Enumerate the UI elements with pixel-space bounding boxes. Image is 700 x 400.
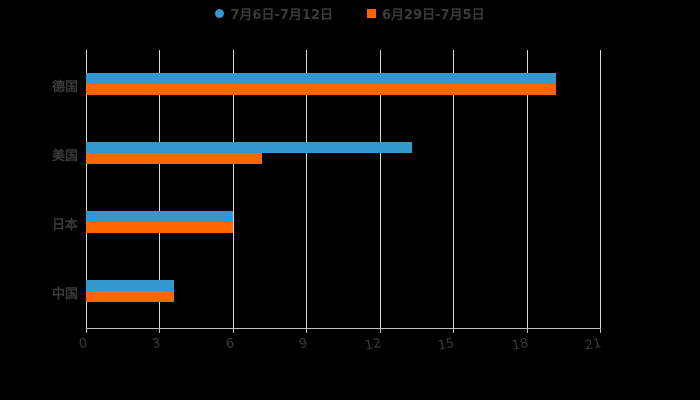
- legend-item-series-2[interactable]: 6月29日-7月5日: [367, 4, 485, 23]
- x-axis-line: [86, 328, 600, 329]
- x-tick-label: 9: [298, 336, 309, 353]
- bar[interactable]: [86, 73, 556, 84]
- x-tick: [232, 328, 234, 333]
- plot-area: [86, 50, 601, 328]
- category-label: 德国: [51, 80, 78, 95]
- x-tick-label: 18: [510, 336, 530, 354]
- gridline: [526, 50, 528, 328]
- gridline: [232, 50, 234, 328]
- bar[interactable]: [86, 280, 175, 291]
- x-tick: [86, 328, 87, 333]
- bar[interactable]: [86, 291, 175, 302]
- x-tick: [453, 328, 455, 333]
- legend-swatch-blue: [215, 9, 225, 18]
- gridline: [306, 50, 308, 328]
- x-tick: [379, 328, 381, 333]
- bar[interactable]: [86, 211, 233, 222]
- x-tick-label: 15: [436, 336, 456, 354]
- x-tick-label: 6: [224, 336, 236, 353]
- gridline: [600, 50, 601, 328]
- bar[interactable]: [86, 142, 412, 153]
- chart-legend: 7月6日-7月12日 6月29日-7月5日: [0, 4, 700, 23]
- gridline: [86, 50, 87, 328]
- x-tick: [306, 328, 308, 333]
- x-tick-label: 3: [151, 336, 163, 353]
- bar[interactable]: [86, 222, 233, 233]
- gridline: [453, 50, 455, 328]
- bar[interactable]: [86, 153, 263, 164]
- legend-item-series-1[interactable]: 7月6日-7月12日: [215, 4, 333, 23]
- category-label: 日本: [51, 218, 78, 233]
- category-label: 中国: [51, 287, 78, 302]
- legend-swatch-orange: [367, 9, 376, 18]
- x-tick: [600, 328, 601, 333]
- legend-label: 7月6日-7月12日: [230, 8, 333, 23]
- gridline: [159, 50, 161, 328]
- category-label: 美国: [51, 149, 78, 164]
- x-tick: [526, 328, 528, 333]
- x-tick-label: 0: [77, 336, 89, 353]
- gridline: [379, 50, 381, 328]
- x-tick-label: 12: [363, 336, 383, 354]
- legend-label: 6月29日-7月5日: [382, 8, 485, 23]
- bar[interactable]: [86, 84, 556, 95]
- x-tick: [159, 328, 161, 333]
- x-tick-label: 21: [583, 336, 603, 354]
